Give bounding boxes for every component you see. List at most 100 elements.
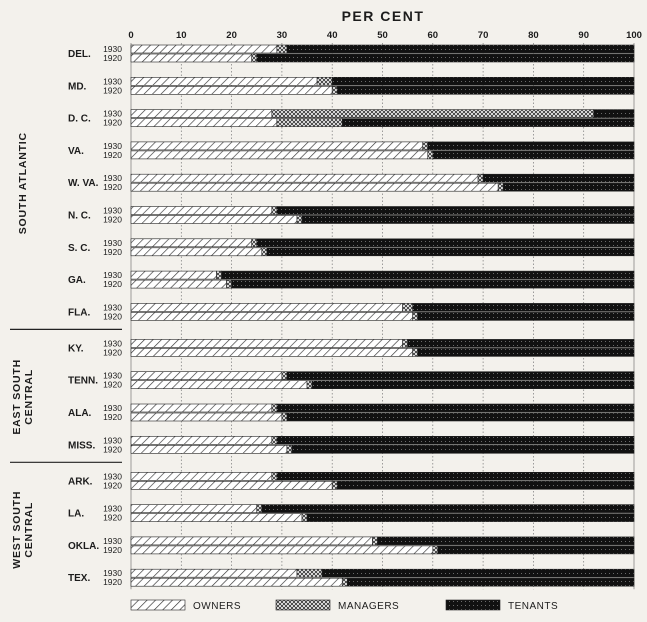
x-tick-label: 80	[528, 30, 539, 41]
bar-owners	[130, 303, 403, 312]
state-label: MD.	[68, 81, 87, 92]
bar-tenants	[336, 86, 635, 95]
year-label: 1920	[103, 53, 122, 63]
year-label: 1930	[103, 471, 122, 481]
state-label: GA.	[68, 275, 86, 286]
bar-owners	[130, 513, 303, 522]
bar-managers	[271, 471, 278, 481]
bar-managers	[402, 339, 408, 348]
bars	[130, 44, 635, 587]
bar-owners	[130, 536, 373, 546]
bar-managers	[261, 247, 268, 257]
state-label: FLA.	[68, 307, 90, 318]
region-label: SOUTH ATLANTIC	[17, 132, 29, 234]
bar-tenants	[266, 247, 635, 257]
year-label: 1930	[103, 109, 122, 119]
bar-managers	[286, 444, 293, 454]
state-label: TEX.	[68, 573, 90, 584]
bar-owners	[130, 141, 424, 151]
bar-managers	[271, 109, 595, 118]
bar-owners	[130, 77, 318, 86]
x-tick-label: 40	[327, 30, 338, 41]
bar-managers	[341, 577, 348, 587]
bar-owners	[130, 279, 227, 289]
bar-tenants	[276, 435, 635, 445]
year-label: 1930	[103, 536, 122, 546]
bar-tenants	[427, 141, 635, 151]
bar-tenants	[276, 471, 635, 481]
bar-managers	[276, 44, 288, 54]
bar-owners	[130, 568, 298, 578]
bar-owners	[130, 44, 278, 54]
state-label: ALA.	[68, 408, 92, 419]
bar-managers	[477, 173, 484, 183]
year-label: 1930	[103, 338, 122, 348]
bar-tenants	[231, 279, 635, 289]
bar-owners	[130, 504, 258, 513]
bar-tenants	[276, 206, 635, 215]
bar-tenants	[417, 312, 635, 321]
bar-managers	[301, 513, 308, 522]
state-label: N. C.	[68, 211, 91, 222]
year-label: 1930	[103, 44, 122, 54]
bar-tenants	[432, 150, 635, 160]
bar-tenants	[412, 303, 635, 312]
bar-owners	[130, 215, 298, 224]
legend: OWNERS MANAGERS TENANTS	[130, 599, 558, 612]
bar-managers	[226, 279, 232, 289]
year-label: 1920	[103, 247, 122, 257]
bar-owners	[130, 150, 429, 160]
bar-tenants	[311, 380, 635, 390]
bar-tenants	[377, 536, 635, 546]
bar-owners	[130, 339, 403, 348]
bar-owners	[130, 53, 253, 63]
bar-owners	[130, 238, 253, 248]
year-label: 1920	[103, 412, 122, 422]
bar-owners	[130, 173, 479, 183]
bar-tenants	[331, 77, 635, 86]
legend-swatch-owners	[130, 599, 186, 611]
bar-managers	[402, 303, 413, 312]
year-label: 1920	[103, 85, 122, 95]
state-label: VA.	[68, 146, 84, 157]
year-label: 1920	[103, 311, 122, 321]
legend-label-owners: OWNERS	[193, 601, 241, 612]
year-label: 1930	[103, 76, 122, 86]
year-label: 1930	[103, 173, 122, 183]
legend-label-managers: MANAGERS	[338, 601, 399, 612]
bar-managers	[497, 182, 504, 192]
x-tick-label: 20	[226, 30, 237, 41]
year-label: 1920	[103, 577, 122, 587]
bar-managers	[296, 215, 303, 224]
bar-tenants	[437, 545, 635, 555]
bar-tenants	[502, 182, 635, 192]
bar-tenants	[336, 480, 635, 490]
year-label: 1920	[103, 182, 122, 192]
bar-managers	[306, 380, 313, 390]
bar-tenants	[306, 513, 635, 522]
bar-owners	[130, 444, 288, 454]
region-label: EAST SOUTH	[11, 359, 23, 435]
bar-tenants	[346, 577, 635, 587]
bar-tenants	[407, 339, 635, 348]
bar-managers	[251, 53, 258, 63]
x-tick-label: 60	[428, 30, 439, 41]
bar-owners	[130, 403, 273, 413]
bar-managers	[256, 504, 263, 513]
x-tick-label: 30	[277, 30, 288, 41]
state-label: TENN.	[68, 376, 98, 387]
bar-tenants	[341, 118, 635, 127]
x-tick-label: 70	[478, 30, 489, 41]
region-label: CENTRAL	[23, 369, 35, 425]
bar-managers	[281, 371, 288, 381]
bar-owners	[130, 412, 283, 422]
bar-owners	[130, 545, 434, 555]
state-label: LA.	[68, 509, 84, 520]
year-label: 1930	[103, 302, 122, 312]
bar-managers	[251, 238, 258, 248]
bar-tenants	[593, 109, 635, 118]
legend-label-tenants: TENANTS	[508, 601, 558, 612]
bar-managers	[422, 141, 429, 151]
state-label: S. C.	[68, 243, 90, 254]
